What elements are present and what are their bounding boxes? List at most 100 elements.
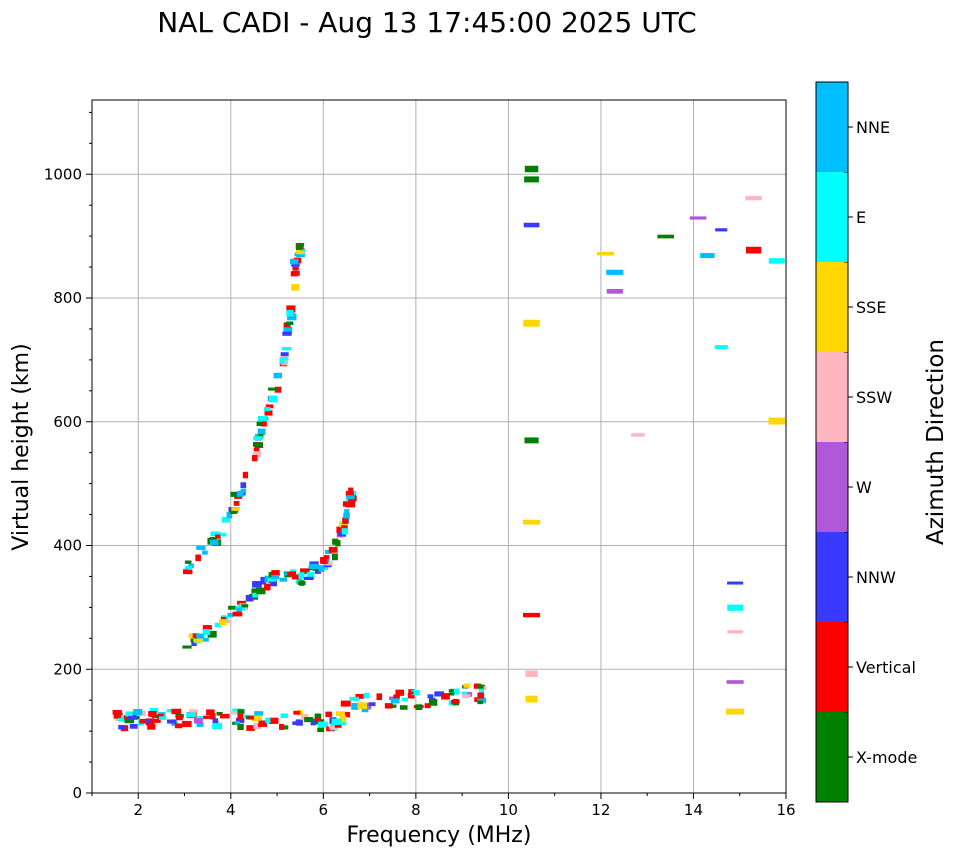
colorbar-label-nne: NNE <box>856 118 890 137</box>
echo-point <box>232 611 243 617</box>
echo-point <box>393 694 400 699</box>
echo-point <box>214 622 221 628</box>
echo-point <box>727 581 744 585</box>
echo-point <box>212 723 223 730</box>
echo-point <box>424 703 431 709</box>
echo-point <box>257 428 266 436</box>
colorbar-segment-w <box>816 442 848 532</box>
echo-point <box>158 716 167 720</box>
echo-point <box>450 700 460 704</box>
echo-point <box>221 516 230 523</box>
echo-point <box>251 588 258 595</box>
echo-point <box>195 554 201 562</box>
echo-point <box>320 556 328 564</box>
echo-point <box>118 724 125 730</box>
echo-point <box>298 572 305 579</box>
colorbar-label-vertical: Vertical <box>856 658 916 677</box>
echo-point <box>237 713 244 721</box>
x-tick-label: 10 <box>499 801 518 819</box>
echo-point <box>325 711 332 718</box>
colorbar-segment-ssw <box>816 352 848 442</box>
echo-point <box>348 487 354 494</box>
echo-point <box>188 633 195 639</box>
echo-point <box>331 553 338 561</box>
echo-point <box>597 251 615 256</box>
echo-point <box>474 697 480 703</box>
echo-point <box>523 319 540 327</box>
echo-point <box>339 715 347 723</box>
echo-point <box>364 702 372 710</box>
echo-point <box>401 697 408 702</box>
echo-point <box>293 710 301 715</box>
echo-point <box>263 407 271 412</box>
echo-point <box>253 447 260 452</box>
echo-point <box>295 246 303 251</box>
x-tick-label: 12 <box>591 801 610 819</box>
x-tick-label: 4 <box>226 801 236 819</box>
echo-point <box>314 713 322 720</box>
echo-point <box>226 512 233 519</box>
colorbar-frame <box>815 81 849 803</box>
echo-point <box>264 410 273 416</box>
echo-point <box>274 386 282 393</box>
echo-point <box>408 691 414 695</box>
echo-point <box>233 501 240 506</box>
echo-point <box>287 313 297 321</box>
echo-point <box>167 719 177 724</box>
echo-point <box>606 269 624 275</box>
echo-point <box>524 176 539 183</box>
echo-point <box>285 321 294 325</box>
echo-point <box>241 604 249 608</box>
echo-point <box>235 717 245 723</box>
echo-point <box>230 491 240 497</box>
echo-point <box>315 717 321 722</box>
echo-point <box>727 604 744 611</box>
echo-point <box>349 696 360 701</box>
echo-point <box>153 718 161 723</box>
echo-point <box>252 451 262 458</box>
y-tick-label: 200 <box>53 660 82 678</box>
echo-point <box>219 713 230 719</box>
echo-point <box>203 715 211 719</box>
echo-point <box>236 607 242 612</box>
echo-point <box>191 641 197 646</box>
y-tick-label: 0 <box>72 784 82 802</box>
echo-point <box>296 249 302 254</box>
echo-point <box>268 717 279 724</box>
echo-point <box>342 517 349 524</box>
colorbar-segment-e <box>816 172 848 262</box>
y-tick-label: 600 <box>53 413 82 431</box>
echo-point <box>248 715 254 720</box>
echo-point <box>260 421 267 427</box>
echo-point <box>264 583 271 591</box>
echo-point <box>237 600 246 605</box>
echo-point <box>524 165 539 173</box>
colorbar-label-sse: SSE <box>856 298 886 317</box>
echo-point <box>196 545 206 550</box>
echo-point <box>193 638 204 643</box>
x-tick-label: 6 <box>319 801 329 819</box>
echo-point <box>768 417 786 425</box>
echo-point <box>251 455 258 462</box>
echo-point <box>257 415 268 422</box>
echo-point <box>525 695 538 703</box>
echo-point <box>339 521 348 528</box>
echo-point <box>318 721 328 727</box>
echo-point <box>234 721 240 725</box>
echo-point <box>174 723 183 729</box>
echo-point <box>245 594 254 602</box>
echo-point <box>183 569 193 575</box>
echo-point <box>477 700 484 705</box>
echo-point <box>184 560 192 564</box>
echo-point <box>463 683 471 688</box>
echo-point <box>325 549 332 554</box>
echo-point <box>448 692 455 696</box>
echo-point <box>317 727 325 733</box>
echo-point <box>525 670 538 677</box>
echo-point <box>227 612 234 618</box>
echo-point <box>345 501 355 508</box>
echo-point <box>270 579 277 587</box>
plot-background <box>92 100 786 793</box>
echo-point <box>230 710 238 715</box>
